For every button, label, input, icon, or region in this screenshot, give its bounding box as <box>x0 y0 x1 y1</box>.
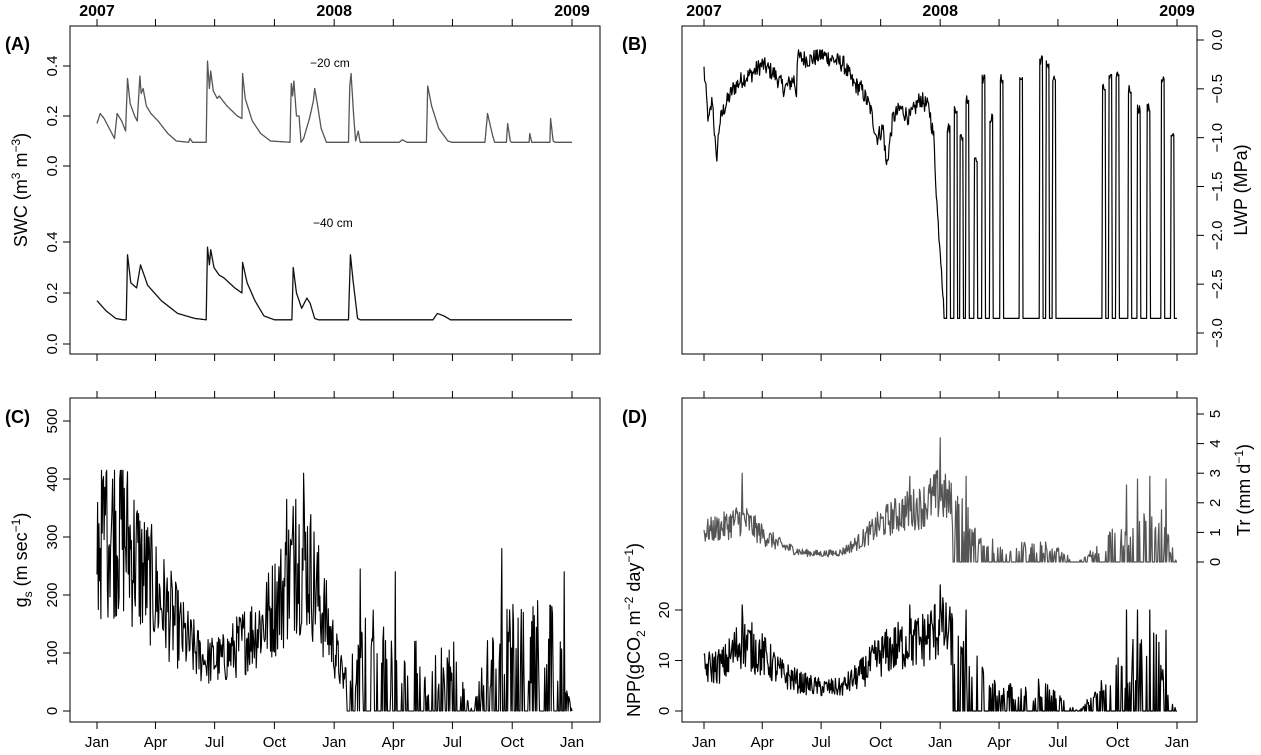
panel-c-xtick-label: Oct <box>263 734 287 751</box>
panel-c-xtick-label: Apr <box>382 734 405 751</box>
panel-d-xtick-label: Oct <box>869 734 893 751</box>
panel-b-year-label: 2007 <box>686 3 722 20</box>
panel-c-xtick-label: Oct <box>501 734 525 751</box>
panel-d-xtick-label: Jan <box>1165 734 1189 751</box>
panel-b-ytick-label: −1.0 <box>1209 123 1226 153</box>
panel-c-xtick-label: Apr <box>144 734 167 751</box>
panel-a-lower-ytick-label: 0.4 <box>44 232 61 253</box>
panel-d-right-ytick-label: 2 <box>1207 499 1224 507</box>
panel-a-year-label: 2007 <box>79 3 115 20</box>
panel-c-xtick-label: Jan <box>560 734 584 751</box>
panel-b-ytick-label: −2.0 <box>1209 221 1226 251</box>
gs-line <box>96 469 573 712</box>
panel-c-ytick-label: 500 <box>44 408 61 433</box>
panel-b-year-label: 2008 <box>922 3 958 20</box>
npp-line <box>703 584 1178 712</box>
tr-line <box>703 437 1178 563</box>
panel-a-upper-ytick-label: 0.2 <box>44 106 61 127</box>
panel-d-right-ytick-label: 5 <box>1207 410 1224 418</box>
panel-a-upper-ytick-label: 0.0 <box>44 156 61 177</box>
panel-d-xtick-label: Jan <box>928 734 952 751</box>
panel-c-ytick-label: 100 <box>44 640 61 665</box>
annotation-40cm: −40 cm <box>313 216 353 230</box>
panel-b-frame <box>681 25 1198 355</box>
swc-axis-label: SWC (m3 m−3) <box>9 133 31 247</box>
npp-axis-label: NPP(gCO2 m−2 day−1) <box>622 543 648 717</box>
panel-c-xtick-label: Jan <box>322 734 346 751</box>
axis-ticks: 2007 2008 2009 2007 2008 2009 Jan Apr Jul Oct Jan A… <box>44 3 1226 751</box>
swc-20cm-line <box>96 60 573 143</box>
tr-axis-label: Tr (mm d−1) <box>1232 444 1254 536</box>
panel-d-right-ytick-label: 1 <box>1207 528 1224 536</box>
panel-c-ytick-label: 200 <box>44 582 61 607</box>
panel-d-left-ytick-label: 0 <box>656 707 673 715</box>
panel-b-ytick-label: −3.0 <box>1209 318 1226 348</box>
panel-a-frame <box>69 25 601 355</box>
panel-a-lower-ytick-label: 0.0 <box>44 334 61 355</box>
panel-d-xtick-label: Apr <box>751 734 774 751</box>
panel-d-xtick-label: Apr <box>987 734 1010 751</box>
panel-c-xtick-label: Jan <box>85 734 109 751</box>
panel-d-right-ytick-label: 3 <box>1207 469 1224 477</box>
annotation-20cm: −20 cm <box>310 56 350 70</box>
panel-c-xtick-label: Jul <box>443 734 462 751</box>
panel-b-ytick-label: 0.0 <box>1209 30 1226 51</box>
panel-d-left-ytick-label: 20 <box>656 602 673 619</box>
panel-d-label: (D) <box>622 407 647 427</box>
panel-c-label: (C) <box>5 407 30 427</box>
swc-40cm-line <box>96 246 573 321</box>
panel-c-ytick-label: 0 <box>44 707 61 715</box>
panel-b-year-label: 2009 <box>1159 3 1195 20</box>
panel-d-frame <box>681 397 1198 723</box>
panel-c-xtick-label: Jul <box>205 734 224 751</box>
panel-b-ytick-label: −2.5 <box>1209 269 1226 299</box>
panel-a-lower-ytick-label: 0.2 <box>44 283 61 304</box>
panel-a-year-label: 2008 <box>316 3 352 20</box>
gs-axis-label: gs (m sec−1) <box>9 513 35 608</box>
panel-b-ytick-label: −1.5 <box>1209 172 1226 202</box>
panel-d-xtick-label: Jul <box>1048 734 1067 751</box>
panel-c-ytick-label: 300 <box>44 524 61 549</box>
panel-c-frame <box>69 397 601 723</box>
lwp-axis-label: LWP (MPa) <box>1231 144 1251 235</box>
panel-d-left-ytick-label: 10 <box>656 652 673 669</box>
panel-d-right-ytick-label: 0 <box>1207 558 1224 566</box>
panel-d-right-ytick-label: 4 <box>1207 439 1224 447</box>
panel-a-label: (A) <box>5 34 30 54</box>
panel-a-upper-ytick-label: 0.4 <box>44 56 61 77</box>
panel-b-ytick-label: −0.5 <box>1209 74 1226 104</box>
panel-d-xtick-label: Oct <box>1106 734 1130 751</box>
panel-d-xtick-label: Jul <box>812 734 831 751</box>
panel-d-xtick-label: Jan <box>692 734 716 751</box>
panel-c-ytick-label: 400 <box>44 466 61 491</box>
lwp-line <box>703 49 1178 319</box>
panel-a-year-label: 2009 <box>554 3 590 20</box>
panel-b-label: (B) <box>622 34 647 54</box>
